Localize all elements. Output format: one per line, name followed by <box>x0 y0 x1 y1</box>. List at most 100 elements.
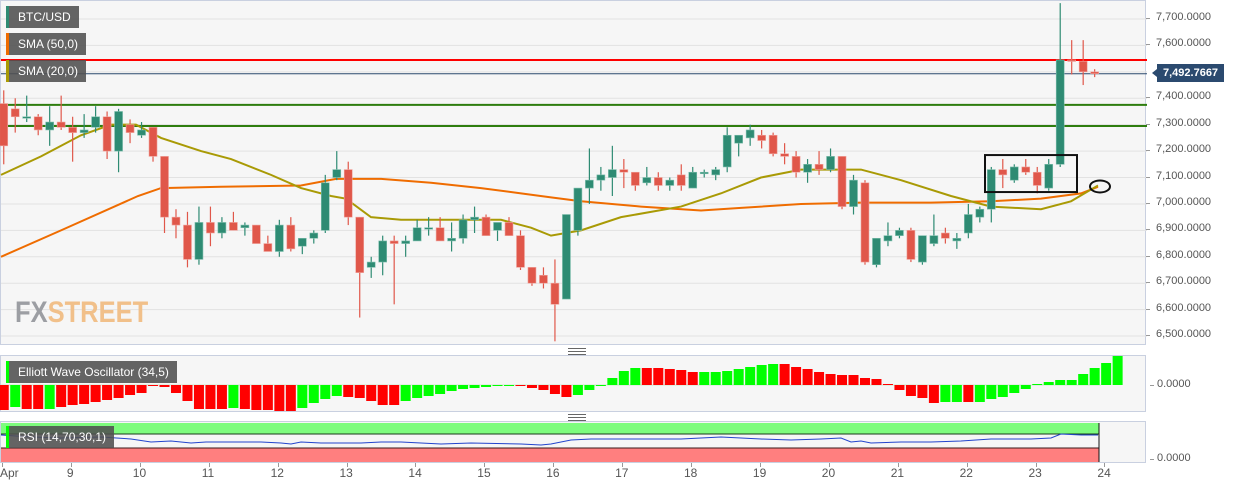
candle[interactable] <box>631 171 640 191</box>
candle[interactable] <box>906 227 916 263</box>
candle[interactable] <box>447 222 456 252</box>
candle[interactable] <box>964 203 973 239</box>
candle[interactable] <box>987 166 996 223</box>
candle[interactable] <box>1078 40 1088 86</box>
candle[interactable] <box>366 256 376 278</box>
candle[interactable] <box>125 119 135 144</box>
candle[interactable] <box>504 217 514 236</box>
candle[interactable] <box>217 217 227 239</box>
candle[interactable] <box>79 114 89 138</box>
candle[interactable] <box>1009 164 1019 183</box>
candle[interactable] <box>137 122 146 138</box>
candle[interactable] <box>458 214 468 244</box>
candle[interactable] <box>470 206 479 234</box>
candle[interactable] <box>493 222 502 241</box>
candle[interactable] <box>711 166 721 181</box>
candle[interactable] <box>975 206 985 223</box>
candle[interactable] <box>1032 166 1042 194</box>
candle[interactable] <box>298 237 307 255</box>
candlestick-chart[interactable] <box>0 1 1147 346</box>
candle[interactable] <box>160 156 169 234</box>
candle[interactable] <box>883 222 893 247</box>
candle[interactable] <box>263 235 273 252</box>
candle[interactable] <box>68 116 77 162</box>
rsi-panel[interactable]: RSI (14,70,30,1) <box>0 421 1146 463</box>
candle[interactable] <box>941 227 950 244</box>
candle[interactable] <box>872 237 881 268</box>
candle[interactable] <box>665 177 675 191</box>
candle[interactable] <box>22 95 32 123</box>
candle[interactable] <box>952 233 962 249</box>
candle[interactable] <box>837 156 847 210</box>
candle[interactable] <box>596 166 606 191</box>
candle[interactable] <box>608 145 617 197</box>
candle[interactable] <box>1090 69 1099 78</box>
legend-btcusd[interactable]: BTC/USD <box>6 6 79 28</box>
candle[interactable] <box>585 148 594 204</box>
candle[interactable] <box>998 159 1008 189</box>
candle[interactable] <box>378 235 387 276</box>
candle[interactable] <box>286 217 296 252</box>
candle[interactable] <box>114 108 123 173</box>
candle[interactable] <box>10 98 20 133</box>
candle[interactable] <box>240 222 250 236</box>
candle[interactable] <box>229 211 238 231</box>
candle[interactable] <box>320 174 330 234</box>
candle[interactable] <box>45 106 54 146</box>
annotation-ellipse[interactable] <box>1089 179 1111 194</box>
candle[interactable] <box>757 129 766 149</box>
candle[interactable] <box>102 111 112 160</box>
candle[interactable] <box>343 161 353 226</box>
candle[interactable] <box>734 134 743 157</box>
candle[interactable] <box>33 114 43 136</box>
candle[interactable] <box>171 209 181 239</box>
candle[interactable] <box>275 219 284 257</box>
candle[interactable] <box>194 206 204 265</box>
candle[interactable] <box>642 166 652 186</box>
candle[interactable] <box>183 211 192 268</box>
candle[interactable] <box>435 217 445 242</box>
candle[interactable] <box>814 151 824 175</box>
candle[interactable] <box>918 235 927 265</box>
candle[interactable] <box>826 148 835 173</box>
candle[interactable] <box>252 224 261 244</box>
candle[interactable] <box>676 164 686 191</box>
legend-ewo[interactable]: Elliott Wave Oscillator (34,5) <box>6 361 177 383</box>
candle[interactable] <box>332 151 342 181</box>
candle[interactable] <box>0 90 9 165</box>
legend-sma20[interactable]: SMA (20,0) <box>6 60 87 82</box>
ewo-panel[interactable]: Elliott Wave Oscillator (34,5) <box>0 355 1146 412</box>
candle[interactable] <box>699 169 709 178</box>
candle[interactable] <box>539 267 548 289</box>
candle[interactable] <box>401 235 410 257</box>
candle[interactable] <box>148 127 158 162</box>
candle[interactable] <box>481 214 491 236</box>
candle[interactable] <box>309 230 319 244</box>
candle[interactable] <box>573 187 583 236</box>
panel-resize-handle-2[interactable] <box>568 414 586 421</box>
candle[interactable] <box>550 259 560 342</box>
candle[interactable] <box>849 174 858 215</box>
price-chart-panel[interactable]: FXSTREET BTC/USD SMA (50,0) SMA (20,0) <box>0 0 1147 346</box>
annotation-box[interactable] <box>984 154 1078 194</box>
candle[interactable] <box>653 172 663 191</box>
candle[interactable] <box>780 143 789 165</box>
panel-resize-handle-1[interactable] <box>568 348 586 355</box>
candle[interactable] <box>929 214 939 247</box>
candle[interactable] <box>516 230 525 270</box>
candle[interactable] <box>1067 40 1076 75</box>
candle[interactable] <box>895 227 904 239</box>
candle[interactable] <box>688 166 698 189</box>
candle[interactable] <box>424 217 433 236</box>
candle[interactable] <box>745 124 755 146</box>
candle[interactable] <box>56 95 66 130</box>
candle[interactable] <box>1055 3 1065 167</box>
candle[interactable] <box>527 267 537 286</box>
legend-sma50[interactable]: SMA (50,0) <box>6 33 87 55</box>
candle[interactable] <box>722 127 732 173</box>
candle[interactable] <box>768 132 778 157</box>
candle[interactable] <box>206 206 215 247</box>
candle[interactable] <box>389 235 399 305</box>
candle[interactable] <box>1021 159 1031 175</box>
candle[interactable] <box>803 159 812 183</box>
